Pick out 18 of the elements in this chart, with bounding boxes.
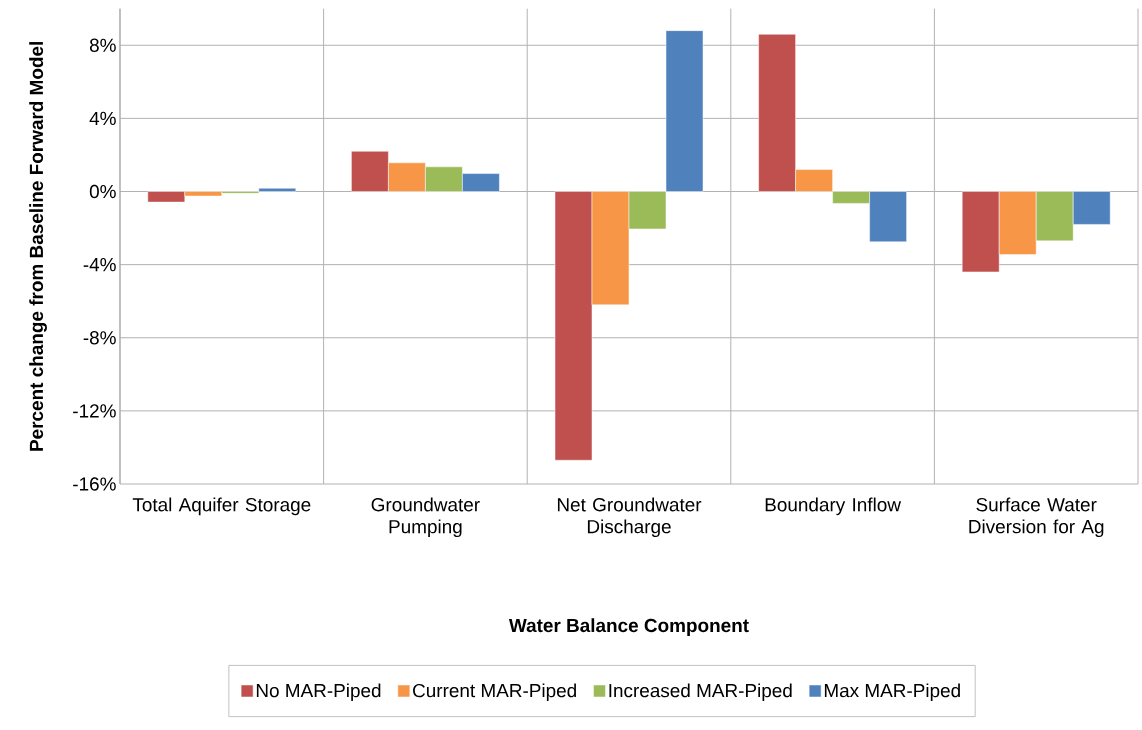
x-tick-label: Total Aquifer Storage <box>132 497 311 516</box>
y-tick-label: -12% <box>73 404 116 418</box>
x-axis-title: Water Balance Component <box>508 618 749 636</box>
legend-label: Current MAR-Piped <box>413 683 576 702</box>
y-axis-title: Percent change from Baseline Forward Model <box>29 42 47 451</box>
y-tick-label: -4% <box>83 258 116 272</box>
legend-label: No MAR-Piped <box>256 683 381 702</box>
y-tick-label: 4% <box>89 111 116 125</box>
x-tick-label: Groundwater Pumping <box>371 497 480 538</box>
y-tick-label: -16% <box>73 477 116 491</box>
legend-label: Increased MAR-Piped <box>609 683 792 702</box>
y-tick-label: -8% <box>83 331 116 345</box>
x-tick-label: Net Groundwater Discharge <box>557 497 702 538</box>
x-tick-label: Boundary Inflow <box>765 497 902 516</box>
y-tick-label: 8% <box>89 38 116 52</box>
legend-label: Max MAR-Piped <box>824 683 960 702</box>
y-tick-label: 0% <box>89 184 116 199</box>
x-tick-label: Surface Water Diversion for Ag <box>969 497 1104 538</box>
